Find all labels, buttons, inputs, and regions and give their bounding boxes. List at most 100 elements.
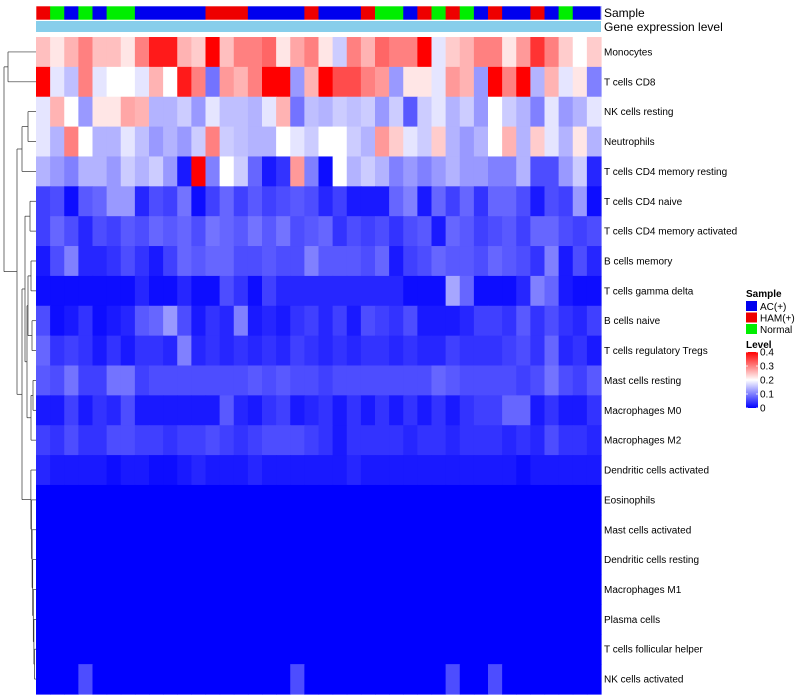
heatmap-cell — [78, 604, 94, 635]
heatmap-cell — [403, 425, 418, 456]
heatmap-cell — [516, 574, 531, 606]
heatmap-cell — [318, 216, 334, 247]
heatmap-cell — [332, 305, 348, 337]
heatmap-cell — [375, 305, 390, 337]
heatmap-cell — [92, 425, 108, 456]
heatmap-cell — [516, 186, 531, 217]
heatmap-cell — [134, 37, 150, 68]
heatmap-cell — [318, 544, 334, 576]
heatmap-cell — [106, 455, 122, 486]
heatmap-cell — [544, 66, 560, 98]
heatmap-cell — [205, 455, 221, 486]
sample-annotation-cell — [262, 6, 277, 20]
heatmap-cell — [276, 37, 291, 68]
heatmap-cell — [586, 634, 602, 665]
heatmap-cell — [389, 37, 404, 68]
row-label: Neutrophils — [604, 137, 655, 148]
heatmap-cell — [134, 305, 150, 337]
heatmap-cell — [530, 634, 546, 665]
heatmap-cell — [163, 126, 178, 158]
row-label: NK cells activated — [604, 675, 683, 686]
heatmap-cell — [92, 246, 108, 277]
heatmap-cell — [572, 664, 588, 695]
legend-swatch — [746, 312, 757, 323]
heatmap-cell — [92, 484, 108, 516]
heatmap-cell — [332, 126, 348, 158]
heatmap-cell — [516, 216, 531, 247]
heatmap-cell — [205, 246, 221, 277]
heatmap-cell — [149, 96, 164, 128]
heatmap-cell — [219, 186, 235, 217]
heatmap-cell — [346, 335, 362, 367]
heatmap-cell — [64, 395, 79, 426]
heatmap-cell — [149, 514, 164, 546]
heatmap-cell — [247, 514, 263, 546]
heatmap-cell — [50, 604, 65, 635]
heatmap-cell — [332, 96, 348, 128]
heatmap-cell — [530, 574, 546, 606]
heatmap-cell — [332, 514, 348, 546]
heatmap-cell — [318, 96, 334, 128]
heatmap-cell — [431, 126, 447, 158]
heatmap-cell — [233, 664, 249, 695]
heatmap-cell — [544, 664, 560, 695]
heatmap-cell — [163, 365, 178, 396]
heatmap-cell — [205, 126, 221, 158]
heatmap-cell — [516, 275, 531, 307]
heatmap-cell — [120, 216, 136, 247]
heatmap-cell — [36, 514, 51, 546]
heatmap-cell — [375, 604, 390, 635]
heatmap-cell — [332, 604, 348, 635]
heatmap-cell — [530, 216, 546, 247]
heatmap-cell — [233, 37, 249, 68]
heatmap-cell — [502, 634, 517, 665]
heatmap-cell — [78, 216, 94, 247]
heatmap-cell — [191, 275, 207, 307]
heatmap-cell — [262, 574, 277, 606]
sample-annotation-cell — [247, 6, 263, 20]
heatmap-cell — [417, 246, 433, 277]
heatmap-cell — [558, 246, 574, 277]
heatmap-cell — [473, 305, 489, 337]
heatmap-cell — [219, 634, 235, 665]
legend-sample-item: Normal — [760, 325, 792, 336]
heatmap-cell — [572, 216, 588, 247]
level-colorbar — [746, 352, 758, 408]
heatmap-cell — [360, 275, 376, 307]
heatmap-cell — [290, 305, 305, 337]
heatmap-cell — [544, 484, 560, 516]
heatmap-cell — [459, 305, 475, 337]
heatmap-cell — [389, 634, 404, 665]
heatmap-cell — [558, 664, 574, 695]
heatmap-cell — [134, 335, 150, 367]
heatmap-cell — [459, 574, 475, 606]
heatmap-cell — [64, 66, 79, 98]
heatmap-cell — [304, 455, 320, 486]
heatmap-cell — [304, 484, 320, 516]
heatmap-cell — [530, 425, 546, 456]
heatmap-cell — [163, 425, 178, 456]
heatmap-cell — [290, 395, 305, 426]
heatmap-cell — [262, 305, 277, 337]
heatmap-cell — [64, 275, 79, 307]
heatmap-cell — [233, 186, 249, 217]
heatmap-cell — [332, 37, 348, 68]
heatmap-cell — [473, 455, 489, 486]
heatmap-cell — [304, 664, 320, 695]
heatmap-cell — [431, 186, 447, 217]
heatmap-cell — [360, 574, 376, 606]
heatmap-cell — [233, 634, 249, 665]
heatmap-cell — [64, 514, 79, 546]
heatmap-cell — [64, 365, 79, 396]
heatmap-cell — [346, 66, 362, 98]
heatmap-cell — [375, 574, 390, 606]
heatmap-cell — [558, 275, 574, 307]
heatmap-cell — [502, 514, 517, 546]
heatmap-cell — [445, 305, 461, 337]
heatmap-cell — [318, 574, 334, 606]
sample-annotation-cell — [544, 6, 560, 20]
sample-annotation-cell — [304, 6, 319, 20]
row-label: Dendritic cells activated — [604, 466, 709, 477]
heatmap-cell — [262, 365, 277, 396]
heatmap-cell — [403, 246, 418, 277]
